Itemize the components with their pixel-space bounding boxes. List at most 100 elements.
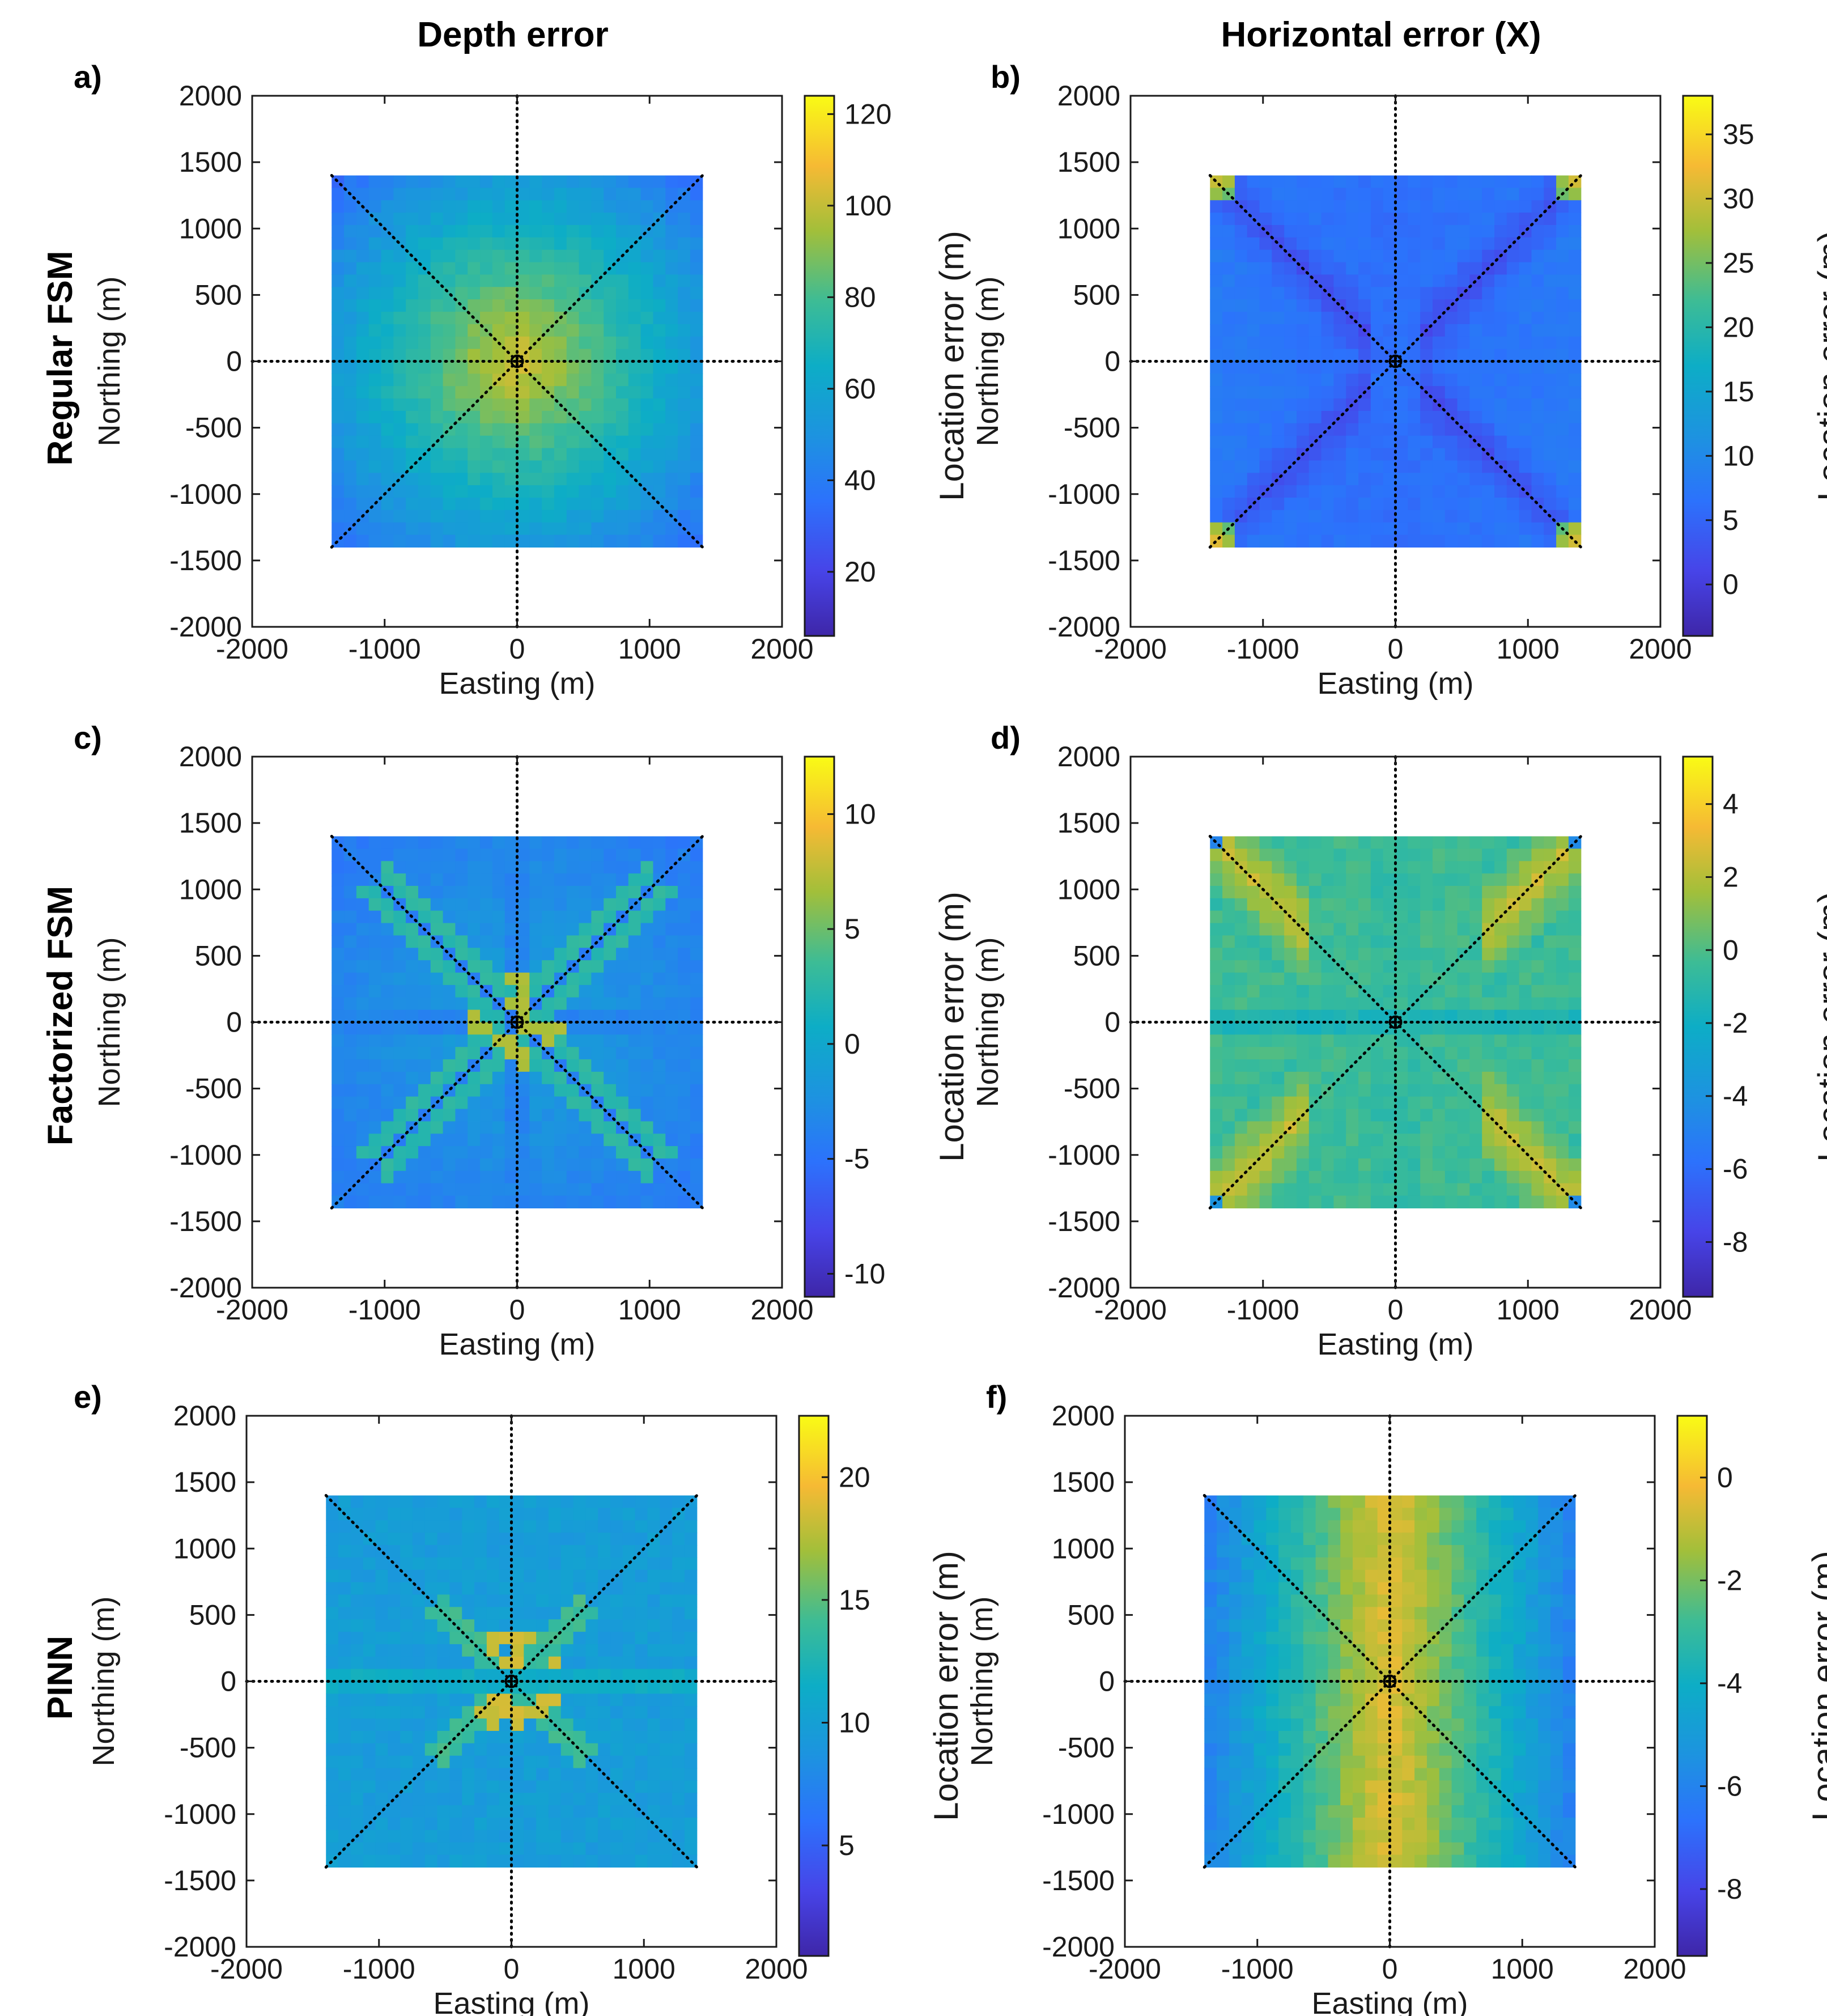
heatmap-cell [511, 1619, 524, 1632]
heatmap-cell [455, 1170, 468, 1184]
heatmap-cell [616, 522, 629, 536]
heatmap-cell [388, 1681, 401, 1694]
heatmap-cell [1370, 262, 1384, 275]
heatmap-cell [406, 324, 419, 337]
heatmap-cell [591, 324, 604, 337]
heatmap-cell [1284, 1022, 1297, 1035]
heatmap-cell [1284, 485, 1297, 498]
heatmap-cell [672, 1594, 685, 1607]
heatmap-cell [350, 1805, 364, 1818]
colorbar-tick-label: -4 [1723, 1080, 1748, 1112]
heatmap-cell [443, 1170, 456, 1184]
heatmap-cell [653, 861, 666, 874]
heatmap-cell [430, 473, 444, 486]
heatmap-cell [356, 336, 369, 350]
heatmap-cell [554, 997, 567, 1011]
heatmap-cell [363, 1694, 376, 1707]
heatmap-cell [1346, 1096, 1359, 1110]
heatmap-cell [344, 336, 357, 350]
heatmap-cell [338, 1694, 351, 1707]
heatmap-cell [418, 473, 431, 486]
heatmap-cell [585, 1805, 598, 1818]
heatmap-cell [1296, 886, 1310, 899]
heatmap-cell [1506, 448, 1520, 461]
heatmap-cell [443, 249, 456, 263]
heatmap-cell [1531, 435, 1544, 449]
y-axis-label: Northing (m) [92, 937, 126, 1107]
heatmap-cell [1383, 336, 1396, 350]
heatmap-cell [604, 910, 617, 924]
heatmap-cell [1506, 175, 1520, 189]
heatmap-cell [1531, 374, 1544, 387]
heatmap-cell [542, 237, 555, 251]
heatmap-cell [468, 1183, 481, 1196]
heatmap-cell [1444, 1146, 1458, 1159]
heatmap-cell [1568, 249, 1582, 263]
heatmap-cell [604, 873, 617, 886]
heatmap-cell [406, 898, 419, 911]
heatmap-cell [356, 1071, 369, 1085]
heatmap-cell [678, 973, 691, 986]
heatmap-cell [628, 299, 641, 312]
heatmap-cell [1259, 997, 1272, 1011]
heatmap-cell [1210, 1109, 1223, 1122]
heatmap-cell [332, 435, 345, 449]
heatmap-cell [1222, 510, 1235, 523]
heatmap-cell [560, 1607, 574, 1620]
heatmap-cell [418, 1059, 431, 1072]
heatmap-cell [529, 398, 542, 411]
heatmap-cell [356, 237, 369, 251]
heatmap-cell [468, 473, 481, 486]
heatmap-cell [1254, 1718, 1267, 1731]
heatmap-cell [566, 1059, 580, 1072]
heatmap-cell [1531, 262, 1544, 275]
heatmap-cell [604, 534, 617, 548]
heatmap-cell [1506, 1195, 1520, 1209]
heatmap-cell [1395, 534, 1408, 548]
heatmap-cell [1494, 1084, 1507, 1097]
heatmap-cell [443, 435, 456, 449]
heatmap-cell [424, 1694, 438, 1707]
heatmap-cell [1457, 398, 1470, 411]
heatmap-cell [529, 1121, 542, 1134]
heatmap-cell [1457, 1071, 1470, 1085]
heatmap-cell [1568, 522, 1582, 536]
heatmap-cell [1408, 299, 1421, 312]
heatmap-cell [548, 1607, 562, 1620]
heatmap-cell [492, 1195, 505, 1209]
heatmap-cell [536, 1842, 549, 1856]
heatmap-cell [1420, 200, 1433, 213]
heatmap-cell [1210, 973, 1223, 986]
heatmap-cell [628, 324, 641, 337]
heatmap-cell [393, 473, 406, 486]
heatmap-cell [660, 1793, 673, 1806]
heatmap-cell [1296, 1170, 1310, 1184]
heatmap-cell [437, 1818, 451, 1831]
panel-c: c)-2000 -1000 0 1000 20002000150010005000-50… [74, 720, 971, 1361]
heatmap-cell [579, 923, 592, 936]
heatmap-cell [492, 262, 505, 275]
heatmap-cell [480, 398, 493, 411]
heatmap-cell [368, 1134, 382, 1147]
heatmap-cell [660, 1569, 673, 1583]
heatmap-cell [1383, 861, 1396, 874]
heatmap-cell [1482, 473, 1495, 486]
heatmap-cell [437, 1842, 451, 1856]
heatmap-cell [418, 274, 431, 287]
heatmap-cell [690, 873, 703, 886]
heatmap-cell [591, 498, 604, 511]
heatmap-cell [1469, 423, 1482, 436]
heatmap-cell [591, 1034, 604, 1047]
heatmap-cell [1444, 213, 1458, 226]
heatmap-cell [1296, 1034, 1310, 1047]
heatmap-cell [640, 1183, 654, 1196]
heatmap-cell [1241, 1706, 1255, 1719]
heatmap-cell [640, 349, 654, 362]
heatmap-cell [1346, 960, 1359, 973]
heatmap-cell [412, 1681, 426, 1694]
heatmap-cell [406, 349, 419, 362]
heatmap-cell [598, 1669, 611, 1682]
heatmap-cell [1544, 213, 1557, 226]
heatmap-cell [344, 1170, 357, 1184]
heatmap-cell [381, 1183, 394, 1196]
